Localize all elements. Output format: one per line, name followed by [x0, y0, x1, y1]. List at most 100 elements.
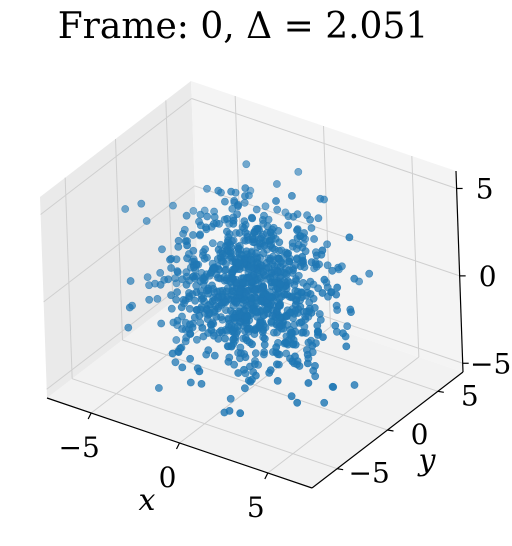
data-point: [284, 249, 292, 258]
data-point: [329, 383, 338, 391]
data-point: [179, 295, 188, 304]
data-point: [287, 328, 296, 337]
data-point: [277, 257, 285, 266]
data-point: [307, 224, 316, 232]
data-point: [164, 275, 173, 284]
data-point: [307, 308, 316, 317]
data-point: [143, 273, 152, 281]
data-point: [191, 296, 199, 305]
data-point: [240, 198, 249, 207]
data-point: [192, 305, 201, 314]
grid-z-back: [194, 185, 460, 277]
data-point: [293, 226, 301, 235]
x-tick-mark: [175, 442, 181, 450]
data-point: [268, 244, 277, 252]
data-point: [195, 367, 204, 376]
data-point: [234, 258, 242, 267]
z-tick-label: 0: [479, 260, 497, 293]
data-point: [241, 192, 249, 200]
data-point: [186, 330, 195, 338]
data-point: [185, 304, 194, 313]
data-point: [313, 321, 322, 330]
data-point: [259, 350, 268, 359]
data-point: [173, 268, 182, 277]
data-point: [238, 278, 247, 287]
x-tick-label: 0: [159, 461, 177, 494]
data-point: [166, 255, 174, 264]
data-point: [297, 288, 306, 297]
data-point: [167, 291, 175, 300]
grid-x-back: [411, 155, 420, 358]
data-point: [301, 247, 310, 256]
data-point: [345, 233, 354, 242]
data-point: [251, 349, 260, 358]
data-point: [365, 269, 374, 278]
data-point: [272, 343, 281, 352]
data-point: [294, 167, 303, 176]
data-points: [121, 160, 374, 418]
data-point: [214, 245, 223, 254]
data-point: [287, 191, 296, 200]
data-point: [260, 241, 269, 250]
data-point: [306, 215, 314, 224]
data-point: [303, 359, 312, 368]
data-point: [288, 239, 297, 247]
data-point: [178, 363, 187, 372]
x-tick-label: 5: [247, 491, 265, 524]
data-point: [274, 226, 283, 235]
data-point: [225, 319, 234, 328]
data-point: [182, 280, 191, 289]
data-point: [227, 273, 236, 282]
data-point: [298, 252, 307, 261]
data-point: [156, 280, 165, 289]
data-point: [260, 334, 269, 343]
data-point: [137, 199, 146, 208]
x-tick-mark: [264, 472, 269, 480]
data-point: [201, 223, 210, 232]
data-point: [124, 323, 133, 332]
data-point: [212, 312, 221, 321]
data-point: [343, 322, 352, 330]
data-point: [214, 273, 222, 282]
data-point: [275, 323, 284, 331]
data-point: [332, 290, 341, 299]
data-point: [145, 281, 153, 290]
data-point: [252, 299, 261, 307]
data-point: [299, 328, 308, 337]
data-point: [202, 286, 211, 295]
data-point: [265, 292, 274, 301]
x-tick-label: −5: [59, 431, 100, 464]
data-point: [208, 239, 217, 248]
data-point: [177, 303, 186, 312]
data-point: [259, 267, 268, 276]
data-point: [178, 275, 187, 284]
data-point: [332, 301, 341, 310]
data-point: [197, 295, 206, 303]
data-point: [203, 306, 211, 314]
data-point: [183, 241, 191, 250]
data-point: [199, 248, 208, 256]
data-point: [222, 326, 231, 335]
z-tick-label: 5: [476, 172, 494, 205]
data-point: [307, 258, 316, 267]
data-point: [229, 314, 237, 322]
data-point: [126, 277, 135, 285]
data-point: [208, 264, 217, 273]
data-point: [223, 214, 231, 223]
data-point: [192, 260, 201, 269]
data-point: [339, 329, 347, 338]
data-point: [275, 313, 284, 322]
data-point: [284, 221, 293, 230]
data-point: [240, 365, 248, 374]
data-point: [350, 381, 359, 389]
data-point: [204, 346, 213, 355]
y-tick-label: 5: [461, 379, 479, 412]
x-tick-mark: [87, 412, 92, 420]
z-axis-line: [455, 170, 464, 373]
data-point: [276, 280, 285, 289]
data-point: [198, 323, 207, 332]
data-point: [242, 160, 251, 169]
data-point: [157, 319, 166, 328]
data-point: [220, 197, 229, 206]
